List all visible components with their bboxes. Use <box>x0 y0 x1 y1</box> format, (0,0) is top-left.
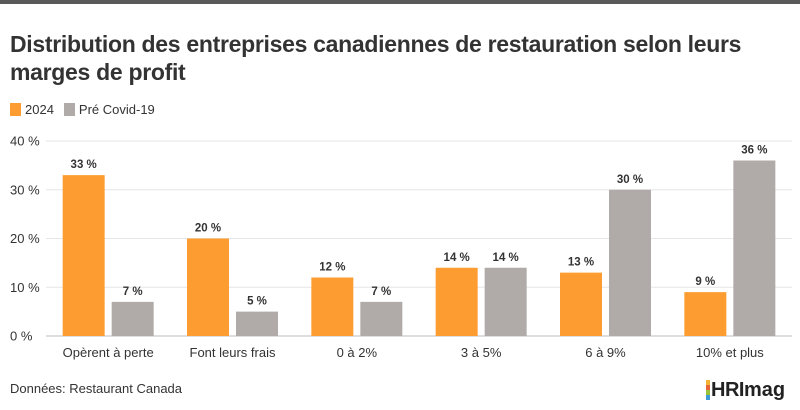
data-label: 36 % <box>741 145 767 157</box>
x-tick-label: 6 à 9% <box>585 345 626 360</box>
bar-precovid <box>484 267 527 336</box>
chart-title: Distribution des entreprises canadiennes… <box>10 31 742 85</box>
y-tick-label: 10 % <box>10 280 40 295</box>
legend-item-2024: 2024 <box>10 102 54 117</box>
top-accent-bar <box>0 0 800 4</box>
bar-precovid <box>236 311 278 336</box>
x-tick-label: 0 à 2% <box>337 345 378 360</box>
x-tick-label: 3 à 5% <box>461 345 502 360</box>
data-label: 7 % <box>123 286 143 298</box>
y-tick-label: 40 % <box>10 134 40 149</box>
y-tick-label: 30 % <box>10 182 40 197</box>
data-label: 7 % <box>371 286 391 298</box>
data-label: 12 % <box>319 262 345 274</box>
logo-stripe-icon <box>706 380 710 400</box>
bar-precovid <box>360 301 403 336</box>
legend-swatch-precovid <box>63 103 75 116</box>
data-label: 14 % <box>444 252 470 264</box>
hrimag-logo: HRI mag <box>706 376 785 400</box>
logo-text-mag: mag <box>743 379 786 401</box>
bar-chart: 0 % 10 % 20 % 30 % 40 % 33 % 7 % Opèrent à pert… <box>10 134 792 360</box>
data-label: 13 % <box>568 257 594 269</box>
y-tick-label: 0 % <box>10 329 33 344</box>
data-label: 9 % <box>695 276 715 288</box>
bar-precovid <box>609 189 651 336</box>
bar-2024 <box>684 292 727 336</box>
bar-2024 <box>187 238 229 336</box>
data-label: 20 % <box>195 223 221 235</box>
data-label: 5 % <box>247 296 267 308</box>
x-tick-label: 10% et plus <box>696 345 764 360</box>
legend-swatch-2024 <box>10 103 21 116</box>
legend-label-precovid: Pré Covid-19 <box>78 102 155 117</box>
data-label: 30 % <box>617 174 643 186</box>
legend-label-2024: 2024 <box>25 102 54 117</box>
logo-text-hri: HRI <box>711 379 744 401</box>
data-label: 33 % <box>71 159 97 171</box>
x-tick-label: Font leurs frais <box>190 345 276 360</box>
data-label: 14 % <box>493 252 519 264</box>
x-tick-label: Opèrent à perte <box>63 345 154 360</box>
bar-2024 <box>560 272 602 336</box>
bar-precovid <box>111 301 154 336</box>
legend: 2024 Pré Covid-19 <box>10 102 165 117</box>
y-tick-label: 20 % <box>10 231 40 246</box>
bar-precovid <box>733 160 776 336</box>
legend-item-precovid: Pré Covid-19 <box>63 102 155 117</box>
bar-2024 <box>435 267 478 336</box>
bar-2024 <box>62 175 105 336</box>
data-source-note: Données: Restaurant Canada <box>10 381 183 396</box>
bar-2024 <box>311 277 354 336</box>
